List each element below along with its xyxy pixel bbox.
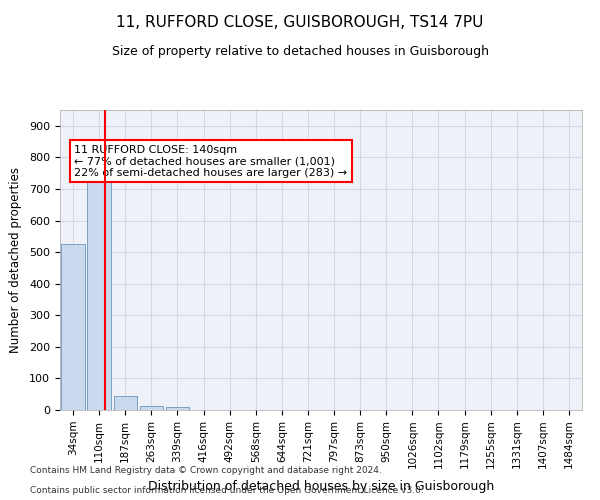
- Bar: [61, 244, 85, 410]
- Y-axis label: Number of detached properties: Number of detached properties: [9, 167, 22, 353]
- Text: Contains public sector information licensed under the Open Government Licence v3: Contains public sector information licen…: [30, 486, 424, 495]
- Bar: [140, 406, 163, 410]
- Bar: [88, 180, 111, 410]
- Bar: [113, 396, 137, 410]
- Text: Size of property relative to detached houses in Guisborough: Size of property relative to detached ho…: [112, 45, 488, 58]
- X-axis label: Distribution of detached houses by size in Guisborough: Distribution of detached houses by size …: [148, 480, 494, 492]
- Text: 11 RUFFORD CLOSE: 140sqm
← 77% of detached houses are smaller (1,001)
22% of sem: 11 RUFFORD CLOSE: 140sqm ← 77% of detach…: [74, 144, 347, 178]
- Text: 11, RUFFORD CLOSE, GUISBOROUGH, TS14 7PU: 11, RUFFORD CLOSE, GUISBOROUGH, TS14 7PU: [116, 15, 484, 30]
- Bar: [166, 408, 189, 410]
- Text: Contains HM Land Registry data © Crown copyright and database right 2024.: Contains HM Land Registry data © Crown c…: [30, 466, 382, 475]
